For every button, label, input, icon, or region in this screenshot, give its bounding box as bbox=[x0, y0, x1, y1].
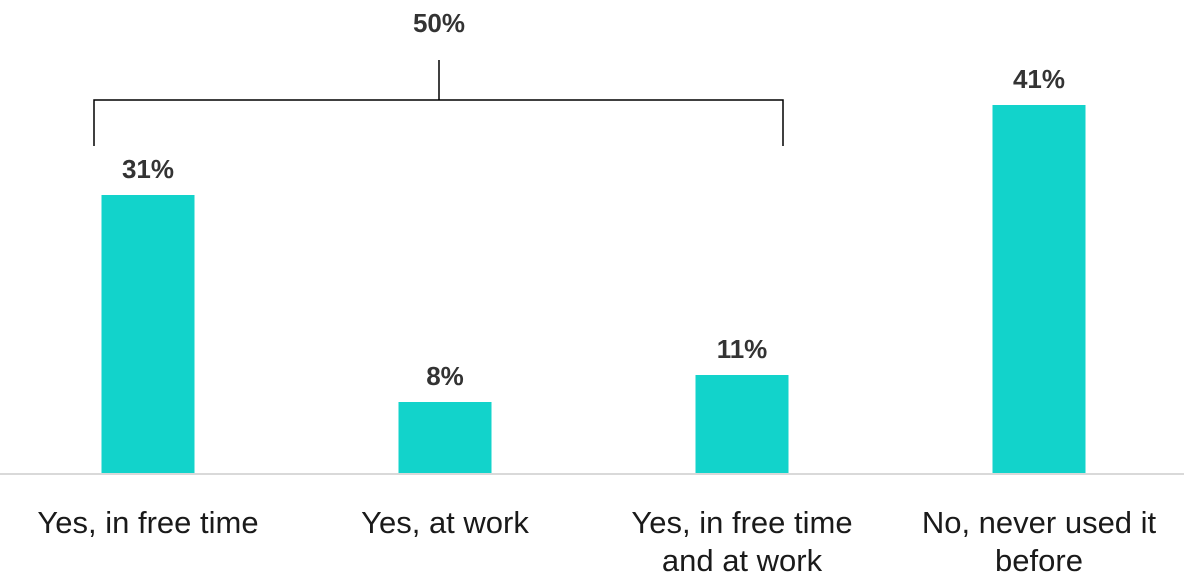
bars-group bbox=[101, 105, 1086, 474]
bracket-line bbox=[93, 99, 784, 146]
category-label-1: Yes, at work bbox=[361, 505, 529, 540]
bar-3 bbox=[992, 105, 1086, 474]
category-label-1-line-0: Yes, at work bbox=[361, 505, 529, 540]
value-label-2: 11% bbox=[717, 334, 768, 364]
value-label-0: 31% bbox=[122, 154, 174, 184]
category-label-3: No, never used it before bbox=[922, 505, 1157, 577]
bar-0 bbox=[101, 195, 195, 474]
sum-bracket: 50% bbox=[93, 8, 784, 146]
bar-1 bbox=[398, 402, 492, 474]
category-label-2: Yes, in free time and at work bbox=[631, 505, 852, 577]
category-label-2-line-1: and at work bbox=[662, 543, 823, 577]
value-label-3: 41% bbox=[1013, 64, 1065, 94]
category-label-3-line-0: No, never used it bbox=[922, 505, 1157, 540]
value-label-1: 8% bbox=[426, 361, 464, 391]
bar-2 bbox=[695, 375, 789, 474]
value-labels-group: 31% 8% 11% 41% bbox=[122, 64, 1065, 391]
category-labels-group: Yes, in free time Yes, at work Yes, in fre… bbox=[37, 505, 1156, 577]
bracket-label: 50% bbox=[413, 8, 465, 38]
category-label-0-line-0: Yes, in free time bbox=[37, 505, 258, 540]
category-label-0: Yes, in free time bbox=[37, 505, 258, 540]
category-label-3-line-1: before bbox=[995, 543, 1083, 577]
category-label-2-line-0: Yes, in free time bbox=[631, 505, 852, 540]
